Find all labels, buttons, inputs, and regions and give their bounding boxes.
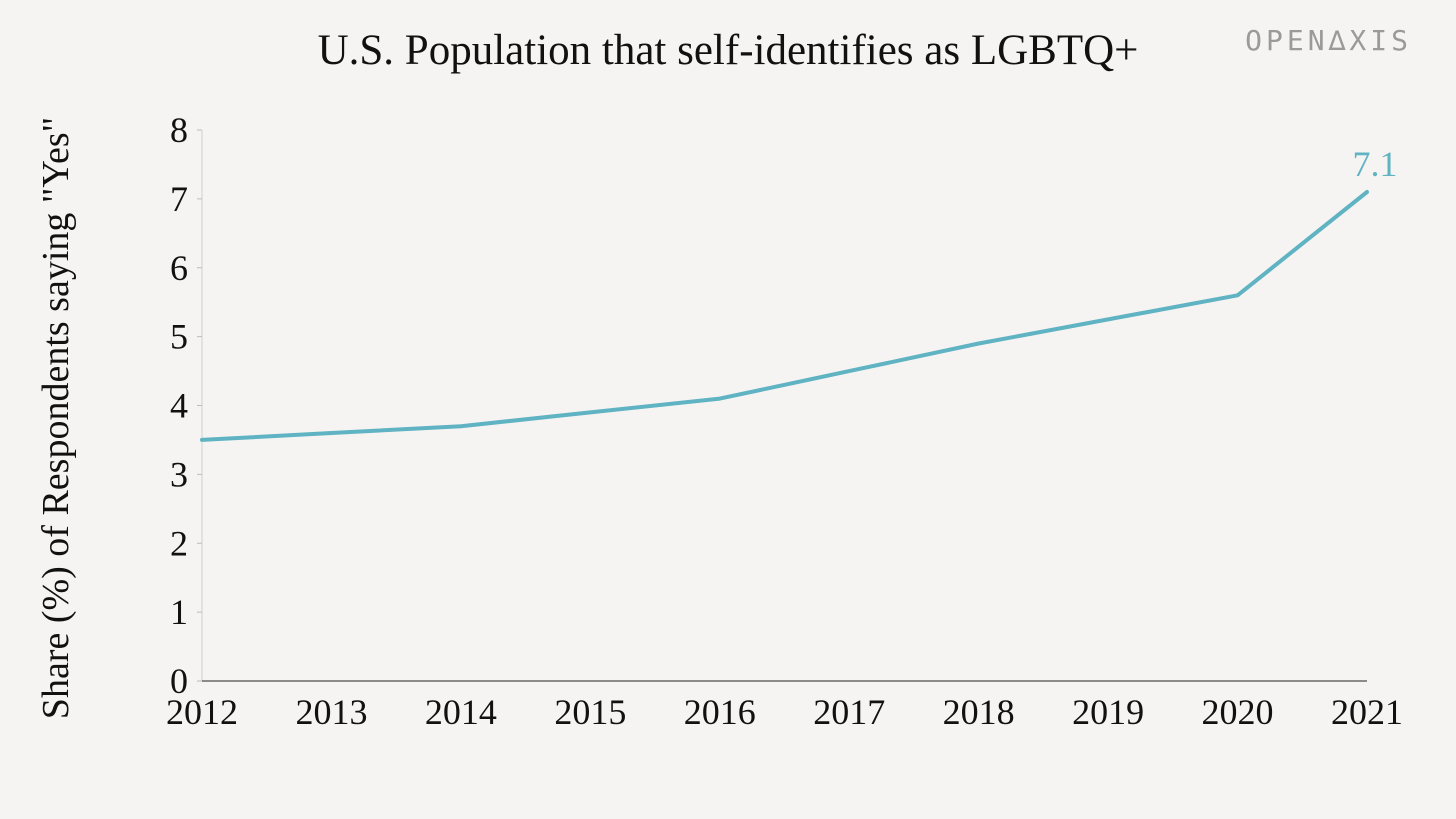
y-tick-label: 1: [170, 592, 188, 632]
series-line: [200, 190, 1369, 442]
x-tick-label: 2015: [554, 692, 626, 732]
x-tick-label: 2017: [813, 692, 885, 732]
x-tick-label: 2014: [425, 692, 497, 732]
y-tick-label: 8: [170, 110, 188, 150]
y-tick-label: 4: [170, 386, 188, 426]
x-tick-label: 2018: [943, 692, 1015, 732]
x-tick-label: 2016: [684, 692, 756, 732]
series-layer: [200, 190, 1369, 442]
y-tick-label: 6: [170, 248, 188, 288]
x-tick-label: 2020: [1202, 692, 1274, 732]
y-tick-label: 7: [170, 179, 188, 219]
y-tick-label: 3: [170, 454, 188, 494]
x-tick-label: 2012: [166, 692, 238, 732]
brand-logo: OPEN∆XIS: [1245, 24, 1412, 57]
y-tick-label: 5: [170, 317, 188, 357]
x-tick-label: 2021: [1331, 692, 1403, 732]
x-tick-label: 2019: [1072, 692, 1144, 732]
chart-title: U.S. Population that self-identifies as …: [318, 27, 1139, 74]
data-labels: 7.1: [1353, 144, 1398, 184]
data-label: 7.1: [1353, 144, 1398, 184]
y-axis-label: Share (%) of Respondents saying "Yes": [35, 117, 77, 719]
x-tick-label: 2013: [295, 692, 367, 732]
y-tick-label: 2: [170, 523, 188, 563]
axes: 0 1 2 3 4 5 6 7 8 2012 2013 2014 2015 2016 2017 2018 201…: [166, 110, 1403, 732]
y-tick-label: 0: [170, 661, 188, 701]
